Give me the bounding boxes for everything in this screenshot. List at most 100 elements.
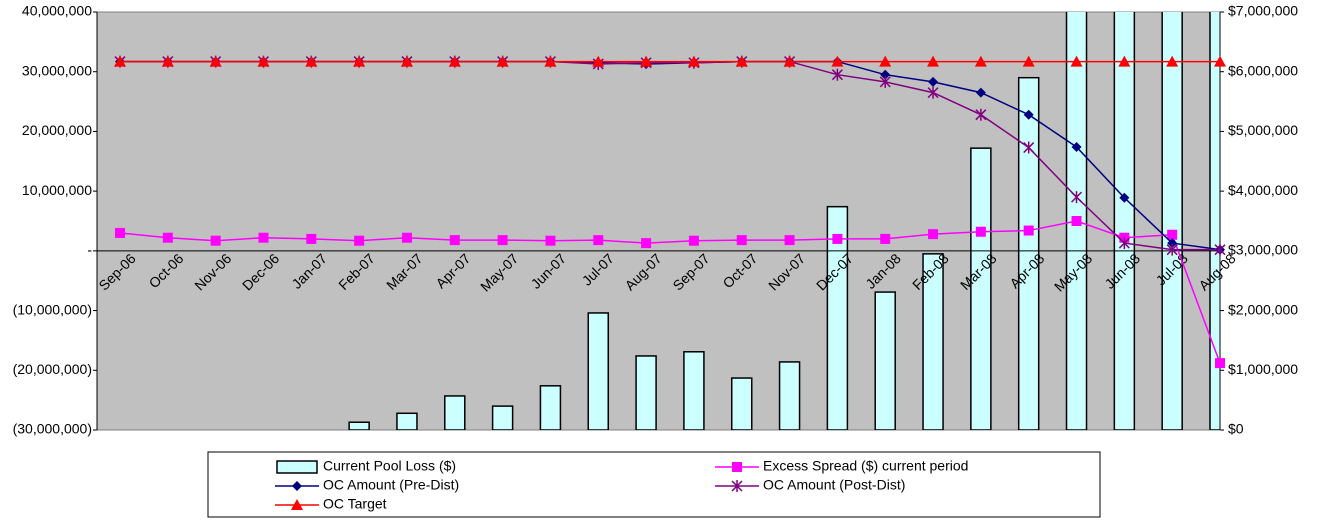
y-tick-label: (20,000,000): [13, 361, 92, 377]
marker: [592, 55, 605, 67]
legend-label: Excess Spread ($) current period: [763, 458, 968, 474]
marker-shape: [928, 76, 939, 87]
marker-shape: [449, 235, 460, 246]
marker-shape: [688, 235, 699, 246]
marker: [292, 481, 302, 491]
marker-shape: [975, 226, 986, 237]
legend-box: [207, 451, 1101, 518]
plot-area: [96, 11, 1221, 431]
marker: [880, 233, 891, 244]
y2-tick-label: $7,000,000: [1228, 3, 1298, 19]
bar: [396, 412, 418, 430]
marker-shape: [1118, 237, 1130, 250]
marker: [735, 55, 748, 67]
marker: [291, 499, 303, 510]
marker-shape: [496, 55, 509, 67]
marker: [1118, 237, 1130, 250]
y2-tick-label: $4,000,000: [1228, 182, 1298, 198]
marker-shape: [209, 55, 222, 67]
marker: [641, 238, 652, 249]
y2-tick-label: $1,000,000: [1228, 361, 1298, 377]
marker-shape: [497, 235, 508, 246]
marker: [1167, 229, 1178, 240]
marker-shape: [1167, 229, 1178, 240]
marker-shape: [400, 55, 413, 67]
marker: [1022, 55, 1035, 67]
bar-layer: [348, 12, 1220, 430]
marker-shape: [161, 55, 174, 67]
marker-shape: [1070, 55, 1083, 67]
marker-shape: [641, 238, 652, 249]
marker-shape: [292, 481, 302, 491]
marker: [1166, 55, 1179, 67]
marker: [209, 55, 222, 67]
marker: [974, 55, 987, 67]
marker: [496, 55, 509, 67]
marker: [928, 76, 939, 87]
marker: [975, 226, 986, 237]
marker-shape: [1215, 358, 1225, 369]
bar: [970, 147, 992, 430]
marker: [688, 235, 699, 246]
marker-shape: [1071, 141, 1082, 152]
marker-shape: [1071, 216, 1082, 226]
marker-shape: [975, 87, 986, 98]
marker-shape: [1023, 141, 1035, 154]
y-tick-label: 20,000,000: [22, 122, 92, 138]
bar: [1161, 12, 1183, 430]
marker-shape: [927, 86, 939, 99]
marker: [927, 86, 939, 99]
marker: [975, 108, 987, 121]
y-tick-label: -: [87, 242, 92, 258]
marker: [544, 55, 557, 67]
marker-shape: [735, 55, 748, 67]
marker-shape: [831, 55, 844, 67]
marker: [1070, 191, 1083, 204]
marker: [1166, 243, 1178, 256]
marker-shape: [731, 480, 743, 492]
marker: [497, 235, 508, 246]
line: [119, 220, 1221, 364]
marker: [115, 227, 125, 238]
marker: [449, 235, 460, 246]
marker: [784, 235, 795, 246]
bar: [826, 205, 849, 430]
marker: [1070, 55, 1083, 67]
marker: [687, 55, 700, 67]
marker-shape: [736, 235, 747, 246]
y-tick-label: (10,000,000): [13, 301, 92, 317]
marker-shape: [257, 55, 270, 67]
marker: [732, 462, 742, 472]
y-tick-label: 10,000,000: [22, 182, 92, 198]
y-tick-label: 30,000,000: [22, 62, 92, 78]
marker: [879, 55, 892, 67]
bar: [1113, 12, 1136, 430]
bar: [1209, 12, 1220, 430]
y-tick-label: 40,000,000: [22, 3, 92, 19]
bar: [348, 421, 370, 430]
marker: [353, 55, 366, 67]
legend-swatch: [276, 460, 318, 474]
marker-shape: [640, 55, 653, 67]
y2-tick-label: $5,000,000: [1228, 122, 1298, 138]
marker-shape: [353, 55, 366, 67]
marker: [1214, 243, 1226, 256]
marker-shape: [974, 55, 987, 67]
marker: [400, 55, 413, 67]
bar: [587, 312, 610, 430]
y2-tick-label: $6,000,000: [1228, 62, 1298, 78]
marker: [305, 55, 318, 67]
marker: [1167, 238, 1178, 249]
marker: [880, 69, 891, 80]
marker-shape: [1119, 192, 1130, 203]
marker-shape: [305, 55, 318, 67]
marker-shape: [1070, 191, 1083, 204]
marker: [927, 55, 940, 67]
marker: [736, 235, 747, 246]
marker-shape: [1166, 55, 1179, 67]
bar: [922, 253, 944, 430]
marker-shape: [162, 232, 173, 243]
marker-shape: [831, 68, 843, 81]
marker-shape: [880, 69, 891, 80]
